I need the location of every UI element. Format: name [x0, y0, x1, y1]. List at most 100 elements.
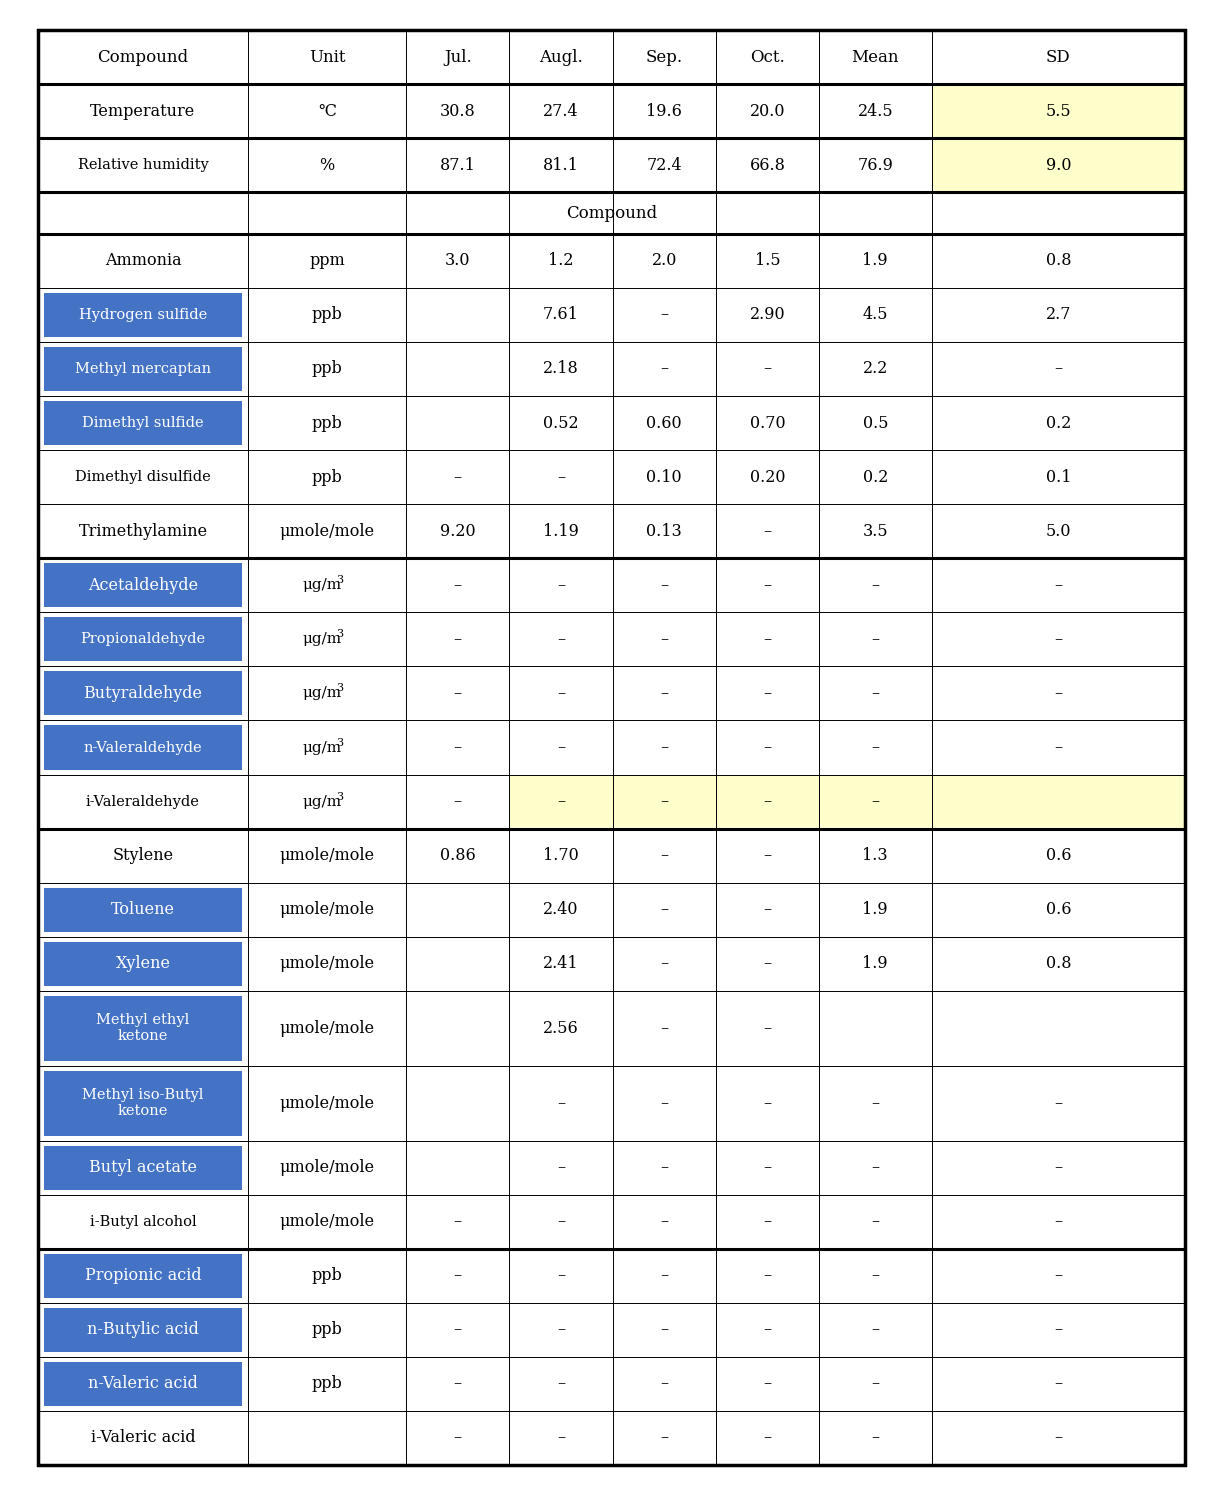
Bar [509, 234, 613, 288]
Bar [509, 612, 613, 666]
Text: –: – [872, 1375, 879, 1392]
Text: 1.3: 1.3 [862, 848, 888, 864]
Bar [248, 721, 407, 775]
Bar [613, 828, 716, 882]
Bar [248, 139, 407, 192]
Bar [819, 288, 932, 343]
Text: 87.1: 87.1 [440, 156, 476, 174]
Bar [613, 937, 716, 991]
Bar [716, 1357, 819, 1411]
Text: ℃: ℃ [319, 103, 336, 119]
Bar [509, 139, 613, 192]
Bar [613, 343, 716, 396]
Text: ppb: ppb [311, 1268, 342, 1284]
Bar [248, 450, 407, 504]
Text: 1.5: 1.5 [755, 252, 780, 270]
Bar [716, 450, 819, 504]
Bar [613, 991, 716, 1065]
Bar [407, 504, 509, 559]
Text: –: – [557, 739, 565, 755]
Text: 0.8: 0.8 [1045, 252, 1071, 270]
Text: 5.5: 5.5 [1045, 103, 1071, 119]
Bar [38, 991, 248, 1065]
Bar [509, 504, 613, 559]
Bar [932, 612, 1186, 666]
Bar [932, 139, 1186, 192]
Text: –: – [872, 1159, 879, 1176]
Bar [819, 1411, 932, 1465]
Text: ppm: ppm [309, 252, 344, 270]
Bar [38, 666, 248, 721]
Bar [819, 882, 932, 937]
Bar [407, 1140, 509, 1195]
Text: –: – [763, 901, 772, 918]
Bar [932, 1065, 1186, 1140]
Text: i-Valeric acid: i-Valeric acid [90, 1429, 195, 1447]
Bar [248, 882, 407, 937]
Text: Hydrogen sulfide: Hydrogen sulfide [79, 308, 208, 322]
Text: 3: 3 [337, 575, 343, 586]
Text: Relative humidity: Relative humidity [78, 158, 209, 173]
Text: –: – [661, 1213, 668, 1231]
Text: Xylene: Xylene [116, 955, 171, 973]
Bar [38, 504, 248, 559]
Bar [407, 234, 509, 288]
Text: –: – [763, 1322, 772, 1338]
Bar [819, 83, 932, 139]
Bar [407, 559, 509, 612]
Text: –: – [557, 1159, 565, 1176]
Text: 0.6: 0.6 [1045, 901, 1071, 918]
Text: 1.9: 1.9 [862, 252, 888, 270]
Bar [407, 937, 509, 991]
Text: –: – [872, 1095, 879, 1112]
Bar [407, 612, 509, 666]
Text: –: – [763, 739, 772, 755]
Text: 3.0: 3.0 [444, 252, 470, 270]
Text: –: – [1054, 1095, 1062, 1112]
Text: Ammonia: Ammonia [105, 252, 181, 270]
Bar [509, 1195, 613, 1249]
Bar [44, 1253, 242, 1298]
Bar [932, 559, 1186, 612]
Bar [819, 1302, 932, 1357]
Text: –: – [1054, 739, 1062, 755]
Text: –: – [763, 1019, 772, 1037]
Bar [716, 396, 819, 450]
Bar [819, 343, 932, 396]
Text: –: – [763, 1095, 772, 1112]
Text: 3: 3 [337, 791, 343, 802]
Text: –: – [1054, 1322, 1062, 1338]
Text: –: – [763, 1375, 772, 1392]
Text: ppb: ppb [311, 1375, 342, 1392]
Bar [38, 192, 248, 234]
Text: 27.4: 27.4 [543, 103, 579, 119]
Text: –: – [872, 1429, 879, 1447]
Text: 1.9: 1.9 [862, 955, 888, 973]
Bar [248, 1357, 407, 1411]
Bar [716, 504, 819, 559]
Text: ppb: ppb [311, 307, 342, 323]
Text: –: – [661, 630, 668, 648]
Bar [613, 83, 716, 139]
Text: 0.6: 0.6 [1045, 848, 1071, 864]
Bar [248, 1249, 407, 1302]
Bar [716, 666, 819, 721]
Text: –: – [557, 1268, 565, 1284]
Text: –: – [454, 577, 462, 595]
Text: Augl.: Augl. [540, 49, 582, 66]
Text: –: – [661, 361, 668, 377]
Text: 81.1: 81.1 [543, 156, 579, 174]
Text: –: – [1054, 361, 1062, 377]
Bar [44, 726, 242, 769]
Text: 0.5: 0.5 [862, 414, 888, 432]
Text: –: – [661, 1095, 668, 1112]
Text: –: – [661, 577, 668, 595]
Text: Dimethyl sulfide: Dimethyl sulfide [82, 416, 204, 431]
Bar [509, 396, 613, 450]
Text: 3: 3 [337, 629, 343, 639]
Text: 5.0: 5.0 [1045, 523, 1071, 539]
Text: Stylene: Stylene [112, 848, 173, 864]
Bar [932, 1411, 1186, 1465]
Bar [509, 721, 613, 775]
Bar [819, 1249, 932, 1302]
